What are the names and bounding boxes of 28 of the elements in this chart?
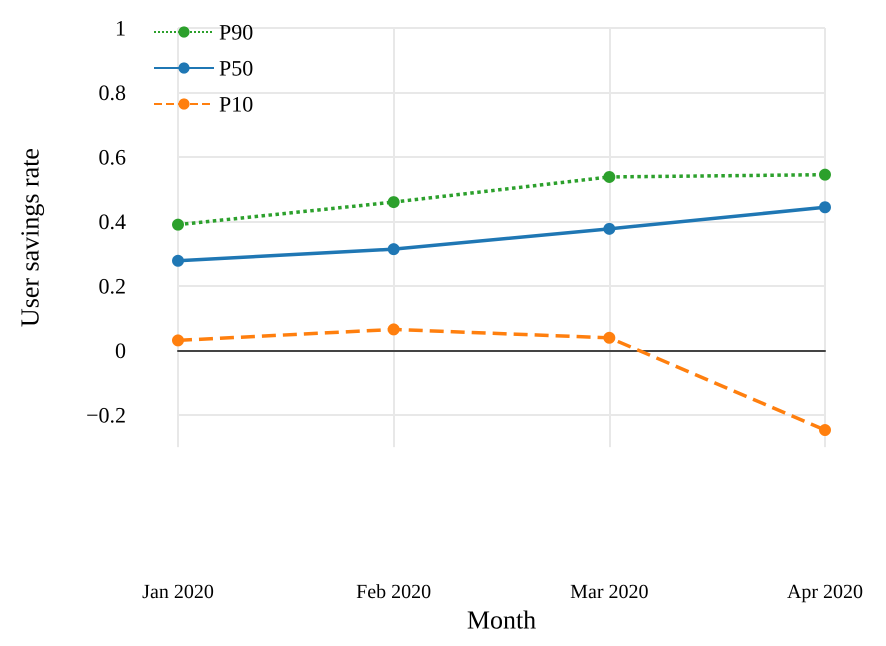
y-axis-title: User savings rate [16,148,44,328]
point [172,254,184,267]
y-tick-label: 0.2 [98,273,126,298]
x-tick-label: Feb 2020 [356,581,432,604]
point [603,170,616,183]
y-tick-label: 0.8 [98,80,126,105]
y-tick-label: 0 [115,338,126,363]
legend-label: P50 [219,56,254,80]
y-tick-label: 1 [115,16,126,40]
y-tick-label: 0.4 [98,208,126,234]
y-tick-label: −0.2 [86,402,126,428]
legend-label: P90 [219,20,254,44]
point [819,168,831,181]
point [603,332,616,344]
y-tick-label: 0.6 [98,144,126,170]
point [388,323,400,336]
point [819,424,831,436]
point [172,334,184,346]
point [388,196,400,208]
point [388,243,400,256]
point [172,218,184,231]
point [603,222,616,235]
point [819,201,831,214]
legend-label: P10 [219,92,254,116]
x-axis-title: Month [466,606,536,634]
x-tick-label: Apr 2020 [786,581,864,604]
x-tick-label: Jan 2020 [142,581,214,604]
x-tick-label: Mar 2020 [570,581,648,604]
